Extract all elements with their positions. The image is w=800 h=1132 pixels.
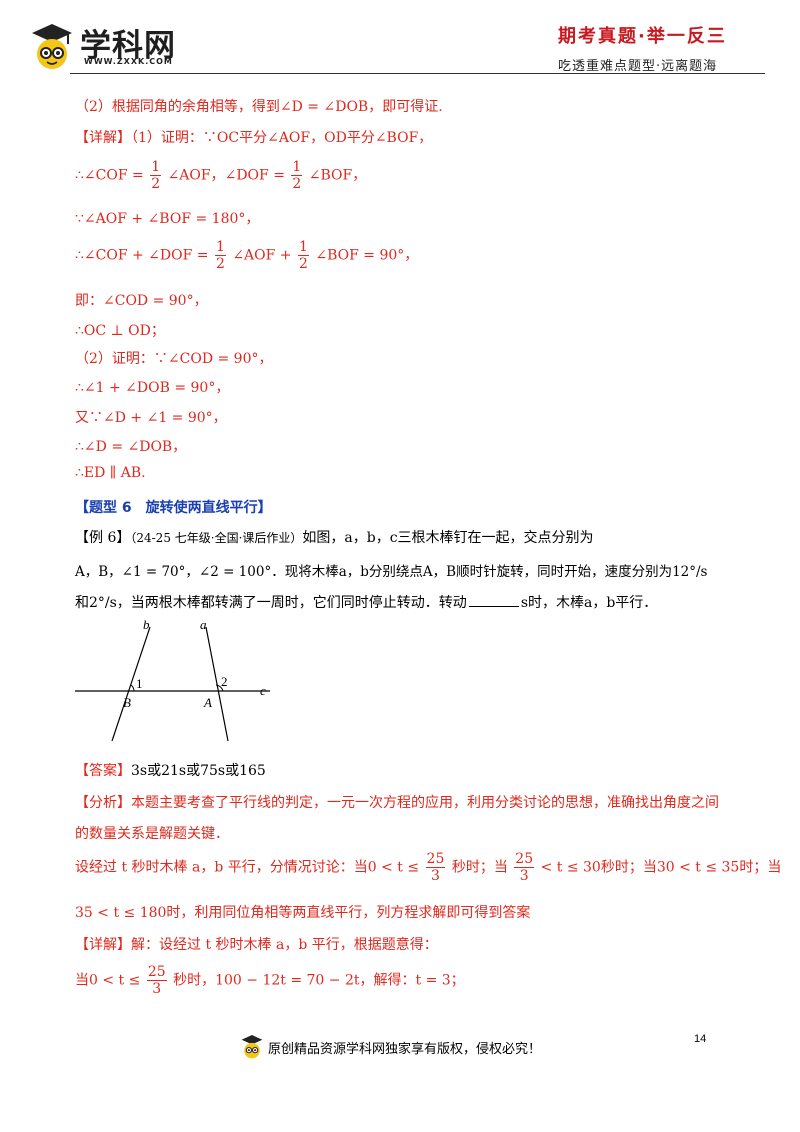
frac-num: 1 (291, 159, 303, 176)
detail-4-mid: ∠AOF + (232, 247, 292, 264)
frac-num: 25 (146, 964, 167, 981)
analysis-line-4: 35 < t ≤ 180时，利用同位角相等两直线平行，列方程求解即可得到答案 (75, 905, 531, 921)
example-text-3a: 和2°/s，当两根木棒都转满了一周时，它们同时停止转动．转动 (75, 595, 467, 611)
page-number: 14 (694, 1033, 707, 1045)
line-b (111, 626, 151, 742)
label-B: B (123, 695, 131, 710)
detail2-2a: 当0 < t ≤ (75, 972, 141, 989)
logo-url: WWW.ZXXK.COM (84, 57, 173, 66)
frac-den: 2 (151, 176, 161, 192)
frac-den: 2 (299, 256, 308, 272)
line-a (205, 626, 229, 742)
fraction-25-3: 25 3 (514, 851, 535, 884)
detail-line-8: ∴∠1 + ∠DOB = 90°， (75, 380, 230, 396)
logo-text: 学科网 (80, 28, 176, 64)
example-source: （24-25 七年级·全国·课后作业） (130, 531, 303, 545)
logo-mascot-icon (30, 22, 74, 72)
frac-den: 3 (431, 868, 440, 884)
detail2-line-1: 【详解】解：设经过 t 秒时木棒 a，b 平行，根据题意得： (75, 934, 438, 954)
slogan-main: 期考真题·举一反三 (558, 26, 727, 47)
analysis-text-1: 本题主要考查了平行线的判定，一元一次方程的应用，利用分类讨论的思想，准确找出角度… (131, 795, 719, 811)
angle-1-arc (130, 684, 135, 692)
detail2-2b: 秒时，100 − 12t = 70 − 2t，解得：t = 3； (173, 972, 465, 989)
fraction-25-3: 25 3 (146, 964, 167, 997)
frac-num: 1 (150, 159, 162, 176)
detail-line-7: （2）证明：∵∠COD = 90°， (75, 351, 273, 367)
example-line-3: 和2°/s，当两根木棒都转满了一周时，它们同时停止转动．转动 s时，木棒a，b平行… (75, 592, 657, 612)
detail-line-5: 即：∠COD = 90°， (75, 293, 208, 309)
example-text-3b: s时，木棒a，b平行． (520, 595, 658, 611)
figure-parallel-sticks: b a c 1 2 B A (70, 615, 290, 745)
frac-num: 1 (214, 239, 226, 256)
detail-2-mid: ∠AOF，∠DOF = (167, 167, 285, 184)
label-a: a (200, 617, 207, 632)
analysis-3b: 秒时；当 (451, 859, 508, 876)
detail-tag: 【详解】 (75, 130, 131, 146)
analysis-line-2: 的数量关系是解题关键． (75, 826, 229, 842)
footer-copyright: 原创精品资源学科网独家享有版权，侵权必究！ (268, 1041, 542, 1057)
frac-den: 3 (519, 868, 529, 884)
fraction-25-3: 25 3 (425, 851, 446, 884)
example-tag: 【例 6】 (75, 530, 131, 546)
footer: 原创精品资源学科网独家享有版权，侵权必究！ (240, 1033, 580, 1061)
example-text-1: 如图，a，b，c三根木棒钉在一起，交点分别为 (302, 530, 594, 546)
frac-den: 2 (292, 176, 302, 192)
detail-line-9: 又∵∠D + ∠1 = 90°， (75, 410, 227, 426)
detail-2-pre: ∴∠COF = (75, 167, 144, 184)
angle-2-arc (215, 684, 224, 692)
label-A: A (203, 695, 212, 710)
detail-text-1: （1）证明：∵OC平分∠AOF，OD平分∠BOF， (131, 130, 433, 146)
answer-line: 【答案】3s或21s或75s或165 (75, 760, 266, 780)
header: 学科网 WWW.ZXXK.COM 期考真题·举一反三 吃透重难点题型·远离题海 (0, 0, 800, 80)
answer-blank (468, 606, 519, 607)
frac-num: 1 (298, 239, 309, 256)
detail-4-post: ∠BOF = 90°， (315, 247, 419, 264)
detail-line-6: ∴OC ⊥ OD； (75, 323, 165, 339)
answer-text: 3s或21s或75s或165 (131, 763, 266, 779)
label-c: c (260, 683, 266, 698)
footer-mascot-icon (241, 1035, 263, 1059)
detail-2-post: ∠BOF， (308, 167, 367, 184)
detail-line-1: 【详解】（1）证明：∵OC平分∠AOF，OD平分∠BOF， (75, 127, 432, 147)
detail2-line-2: 当0 < t ≤ 25 3 秒时，100 − 12t = 70 − 2t，解得：t… (75, 965, 465, 996)
analysis-3c: < t ≤ 30秒时；当30 < t ≤ 35时；当 (540, 859, 782, 876)
analysis-tag: 【分析】 (75, 795, 131, 811)
frac-num: 25 (514, 851, 535, 868)
detail-line-10: ∴∠D = ∠DOB， (75, 439, 187, 455)
analysis-line-1: 【分析】本题主要考查了平行线的判定，一元一次方程的应用，利用分类讨论的思想，准确… (75, 792, 719, 812)
slogan-sub: 吃透重难点题型·远离题海 (558, 59, 718, 74)
detail2-text-1: 解：设经过 t 秒时木棒 a，b 平行，根据题意得： (131, 937, 438, 953)
frac-num: 25 (425, 851, 446, 868)
label-b: b (143, 617, 150, 632)
answer-tag: 【答案】 (75, 763, 131, 779)
header-rule (70, 73, 765, 74)
analysis-line-3: 设经过 t 秒时木棒 a，b 平行，分情况讨论：当0 < t ≤ 25 3 秒时；… (75, 852, 781, 883)
frac-den: 2 (215, 256, 225, 272)
detail-4-pre: ∴∠COF + ∠DOF = (75, 247, 209, 264)
analysis-part2: （2）根据同角的余角相等，得到∠D = ∠DOB，即可得证. (75, 99, 443, 115)
example-line-1: 【例 6】（24-25 七年级·全国·课后作业）如图，a，b，c三根木棒钉在一起… (75, 527, 594, 547)
detail-line-3: ∵∠AOF + ∠BOF = 180°， (75, 211, 260, 227)
label-angle-1: 1 (136, 676, 143, 691)
detail2-tag: 【详解】 (75, 937, 131, 953)
label-angle-2: 2 (221, 674, 228, 689)
frac-den: 3 (152, 981, 162, 997)
example-line-2: A，B，∠1 = 70°，∠2 = 100°．现将木棒a，b分别绕点A，B顺时针… (75, 564, 708, 580)
analysis-3a: 设经过 t 秒时木棒 a，b 平行，分情况讨论：当0 < t ≤ (75, 859, 420, 876)
detail-line-11: ∴ED ∥ AB. (75, 465, 146, 481)
figure-svg: b a c 1 2 B A (75, 617, 270, 742)
question-type-heading: 【题型 6 旋转使两直线平行】 (75, 500, 272, 516)
